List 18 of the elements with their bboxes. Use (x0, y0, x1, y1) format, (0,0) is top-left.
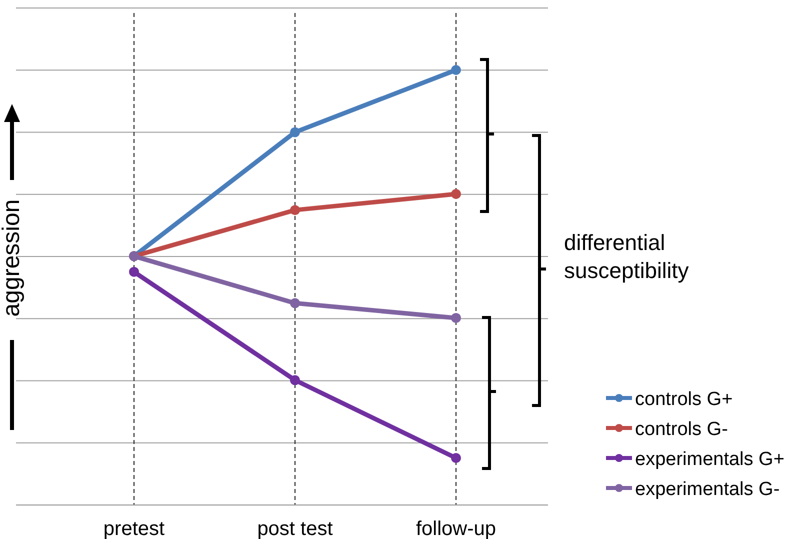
point (451, 188, 461, 199)
point (290, 205, 300, 216)
point (451, 65, 461, 75)
y-axis-title: aggression (0, 199, 25, 317)
text: differential susceptibility (564, 230, 689, 283)
point (451, 312, 461, 323)
point (451, 453, 461, 464)
legend-label: experimentals G- (635, 479, 780, 500)
point (290, 375, 300, 386)
legend-label: controls G- (635, 419, 728, 440)
legend-label: experimentals G+ (635, 449, 784, 470)
x-tick-label: pretest (103, 518, 166, 539)
point (290, 127, 300, 138)
point (290, 298, 300, 308)
x-tick-label: follow-up (416, 518, 496, 539)
x-tick-label: post test (257, 518, 334, 539)
point (129, 266, 139, 277)
legend-label: controls G+ (635, 389, 733, 410)
